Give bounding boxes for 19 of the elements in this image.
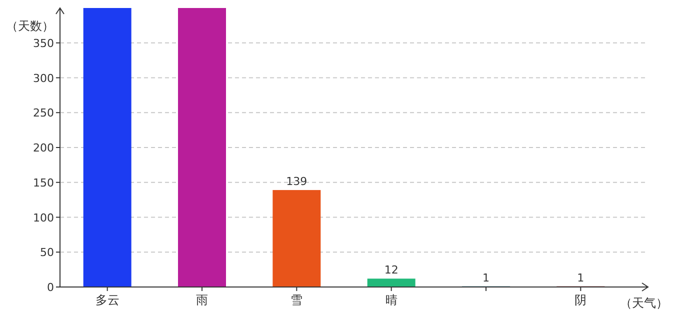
- y-tick-label: 250: [33, 106, 54, 120]
- y-tick-label: 0: [47, 281, 54, 294]
- x-tick-label: 雪: [290, 293, 303, 307]
- x-axis-title: （天气）: [620, 296, 668, 310]
- x-tick-label: 多云: [95, 293, 120, 307]
- y-axis-title: （天数）: [6, 19, 54, 33]
- y-tick-label: 150: [33, 176, 54, 190]
- x-tick-label: 雨: [196, 293, 208, 307]
- x-tick-label: 阴: [574, 293, 587, 307]
- data-label: 1: [482, 271, 490, 284]
- y-tick-label: 350: [33, 36, 54, 50]
- y-tick-label: 200: [33, 142, 54, 154]
- data-label: 139: [286, 175, 308, 188]
- x-tick-label: 晴: [385, 293, 398, 307]
- y-tick-label: 300: [33, 72, 54, 85]
- y-tick-label: 100: [33, 211, 54, 224]
- data-label: 1: [577, 271, 584, 284]
- data-label: 12: [384, 264, 398, 277]
- y-tick-label: 50: [40, 246, 54, 260]
